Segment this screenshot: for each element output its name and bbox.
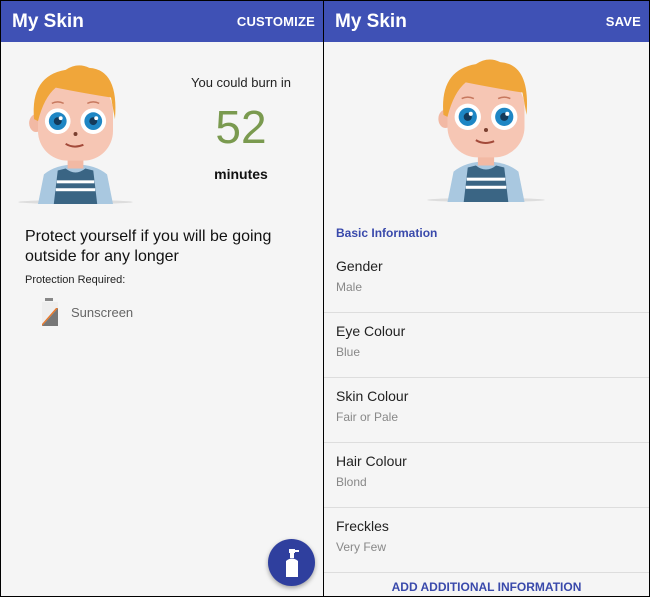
app-title: My Skin [12, 10, 84, 32]
burn-minutes-value: 52 [215, 101, 267, 153]
boy-avatar[interactable] [422, 52, 550, 204]
item-label: Skin Colour [336, 388, 409, 404]
item-value: Blue [336, 345, 361, 359]
item-label: Eye Colour [336, 323, 406, 339]
item-label: Gender [336, 258, 383, 274]
item-label: Freckles [336, 518, 389, 534]
item-value: Fair or Pale [336, 410, 399, 424]
item-value: Very Few [336, 540, 387, 554]
burn-time: You could burn in 52 minutes [181, 75, 301, 182]
protection-item-sunscreen: Sunscreen [41, 298, 133, 326]
protection-fab-button[interactable] [268, 539, 315, 586]
burn-label: You could burn in [191, 75, 291, 90]
app-bar: My Skin SAVE [324, 1, 649, 42]
protection-required-label: Protection Required: [25, 274, 126, 286]
item-value: Blond [336, 475, 367, 489]
item-label: Hair Colour [336, 453, 407, 469]
basic-info-list: Gender Male Eye Colour Blue Skin Colour Fai… [324, 248, 649, 573]
list-item-eye-colour[interactable]: Eye Colour Blue [324, 313, 649, 378]
app-title: My Skin [335, 10, 407, 32]
item-value: Male [336, 280, 363, 294]
sunscreen-icon [42, 298, 58, 326]
list-item-freckles[interactable]: Freckles Very Few [324, 508, 649, 573]
app-bar: My Skin CUSTOMIZE [1, 1, 323, 42]
list-item-hair-colour[interactable]: Hair Colour Blond [324, 443, 649, 508]
add-additional-information-button[interactable]: ADD ADDITIONAL INFORMATION [391, 580, 582, 594]
burn-time-screen: My Skin CUSTOMIZE You could burn in 52 m… [1, 1, 323, 596]
profile-screen: My Skin SAVE Basic Information Gender Mal… [324, 1, 649, 596]
sunscreen-label: Sunscreen [71, 304, 134, 320]
burn-unit: minutes [214, 166, 268, 182]
spray-bottle-icon [285, 548, 299, 577]
section-header: Basic Information [336, 226, 438, 240]
customize-button[interactable]: CUSTOMIZE [236, 14, 315, 29]
protection-message: Protect yourself if you will be going ou… [25, 228, 272, 265]
list-item-skin-colour[interactable]: Skin Colour Fair or Pale [324, 378, 649, 443]
save-button[interactable]: SAVE [605, 14, 641, 29]
boy-avatar [13, 58, 138, 206]
list-item-gender[interactable]: Gender Male [324, 248, 649, 313]
